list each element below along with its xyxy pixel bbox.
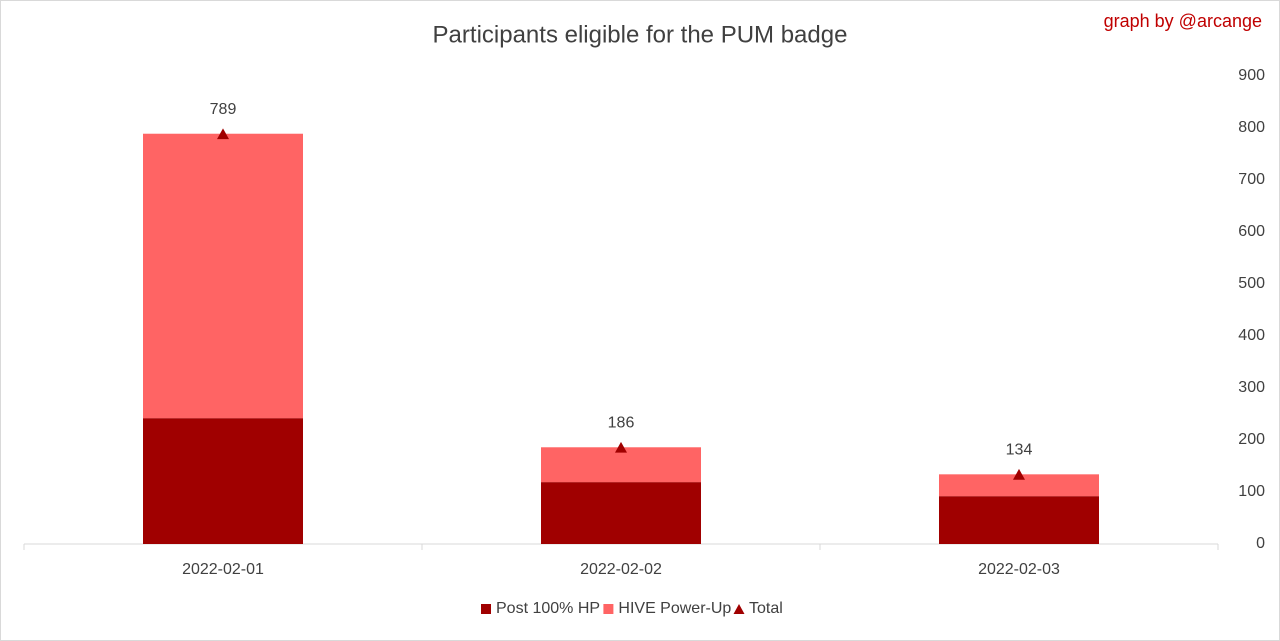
y-tick-label: 800 xyxy=(1238,119,1265,136)
total-marker xyxy=(615,441,627,453)
y-tick-label: 300 xyxy=(1238,379,1265,396)
bar-segment xyxy=(143,133,303,419)
bar-segment xyxy=(939,496,1099,544)
legend-swatch xyxy=(733,604,745,614)
bar-segment xyxy=(939,474,1099,497)
x-tick-label: 2022-02-01 xyxy=(182,561,264,578)
bar-segment xyxy=(541,447,701,483)
data-label: 134 xyxy=(1006,442,1033,459)
legend-swatch xyxy=(481,604,491,614)
y-tick-label: 100 xyxy=(1238,483,1265,500)
legend-label: Total xyxy=(749,600,783,617)
x-tick-label: 2022-02-03 xyxy=(978,561,1060,578)
legend-label: Post 100% HP xyxy=(496,600,600,617)
y-tick-label: 0 xyxy=(1256,535,1265,552)
legend-label: HIVE Power-Up xyxy=(618,600,731,617)
y-tick-label: 500 xyxy=(1238,275,1265,292)
bar-segment xyxy=(143,418,303,544)
y-tick-label: 900 xyxy=(1238,67,1265,84)
data-label: 186 xyxy=(608,414,635,431)
x-tick-label: 2022-02-02 xyxy=(580,561,662,578)
y-tick-label: 700 xyxy=(1238,171,1265,188)
legend-swatch xyxy=(603,604,614,614)
chart-title: Participants eligible for the PUM badge xyxy=(433,21,848,48)
y-tick-label: 600 xyxy=(1238,223,1265,240)
annotation: graph by @arcange xyxy=(1104,11,1262,31)
total-marker xyxy=(1013,468,1025,480)
total-marker xyxy=(217,128,229,140)
bar-segment xyxy=(541,482,701,544)
y-tick-label: 200 xyxy=(1238,431,1265,448)
y-tick-label: 400 xyxy=(1238,327,1265,344)
data-label: 789 xyxy=(210,101,237,118)
